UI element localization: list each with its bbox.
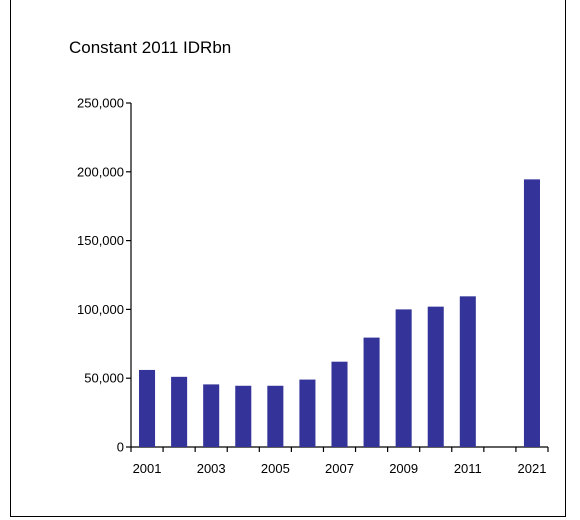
bar-2010 (427, 306, 444, 447)
chart-frame (10, 0, 566, 517)
x-tick-label: 2003 (197, 461, 226, 476)
x-tick-label: 2009 (389, 461, 418, 476)
y-axis: 0 50,000 100,000 150,000 200,000 250,000 (77, 96, 132, 455)
bar-2003 (203, 384, 220, 447)
y-tick-label: 250,000 (77, 96, 124, 111)
bar-2005 (267, 385, 284, 447)
bar-2011 (459, 296, 476, 447)
x-tick-label: 2021 (518, 461, 547, 476)
bar-2004 (235, 385, 252, 447)
y-tick-label: 50,000 (84, 371, 124, 386)
bar-2001 (139, 369, 156, 447)
y-tick-label: 100,000 (77, 302, 124, 317)
x-tick-label: 2005 (261, 461, 290, 476)
bar-2021 (523, 179, 540, 448)
y-tick-label: 150,000 (77, 233, 124, 248)
bar-2008 (363, 337, 380, 447)
y-tick-label: 0 (117, 440, 124, 455)
bar-2002 (171, 376, 188, 447)
x-axis: 2001 2003 2005 2007 2009 2011 2021 (130, 446, 549, 476)
y-tick-label: 200,000 (77, 164, 124, 179)
bar-2009 (395, 309, 412, 447)
x-tick-label: 2007 (325, 461, 354, 476)
chart-title: Constant 2011 IDRbn (69, 38, 231, 57)
bars (139, 179, 540, 448)
bar-2007 (331, 361, 348, 447)
bar-2006 (299, 379, 316, 447)
x-tick-label: 2001 (133, 461, 162, 476)
x-tick-label: 2011 (454, 461, 482, 476)
